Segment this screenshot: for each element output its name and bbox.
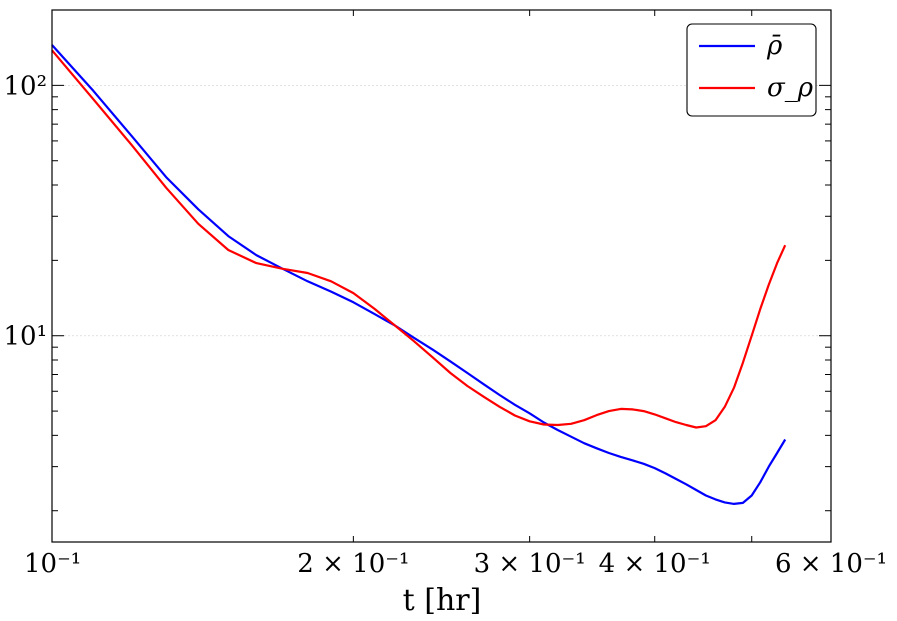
tick-label-layer: 10⁻¹ 2 × 10⁻¹ 3 × 10⁻¹ 4 × 10⁻¹ 6 × 10⁻¹ 10¹ 1… <box>3 71 887 579</box>
y-tick-label: 10² <box>3 71 47 101</box>
y-tick-label: 10¹ <box>3 322 47 352</box>
plot-frame <box>51 9 832 543</box>
x-tick-label: 2 × 10⁻¹ <box>297 549 409 579</box>
legend-label-1: σ_ρ <box>767 73 814 103</box>
x-tick-label: 4 × 10⁻¹ <box>599 549 711 579</box>
x-axis-title: t [hr] <box>403 583 482 618</box>
series-line-0 <box>51 44 787 505</box>
tick-layer <box>51 9 832 542</box>
series-layer <box>51 44 787 505</box>
x-tick-label: 6 × 10⁻¹ <box>775 549 887 579</box>
legend-label-0: ρ̄ <box>766 31 783 61</box>
legend: ρ̄ σ_ρ <box>686 23 817 117</box>
axes-layer <box>51 9 832 543</box>
series-line-1 <box>51 49 787 429</box>
x-tick-label: 10⁻¹ <box>24 549 81 579</box>
x-tick-label: 3 × 10⁻¹ <box>474 549 586 579</box>
